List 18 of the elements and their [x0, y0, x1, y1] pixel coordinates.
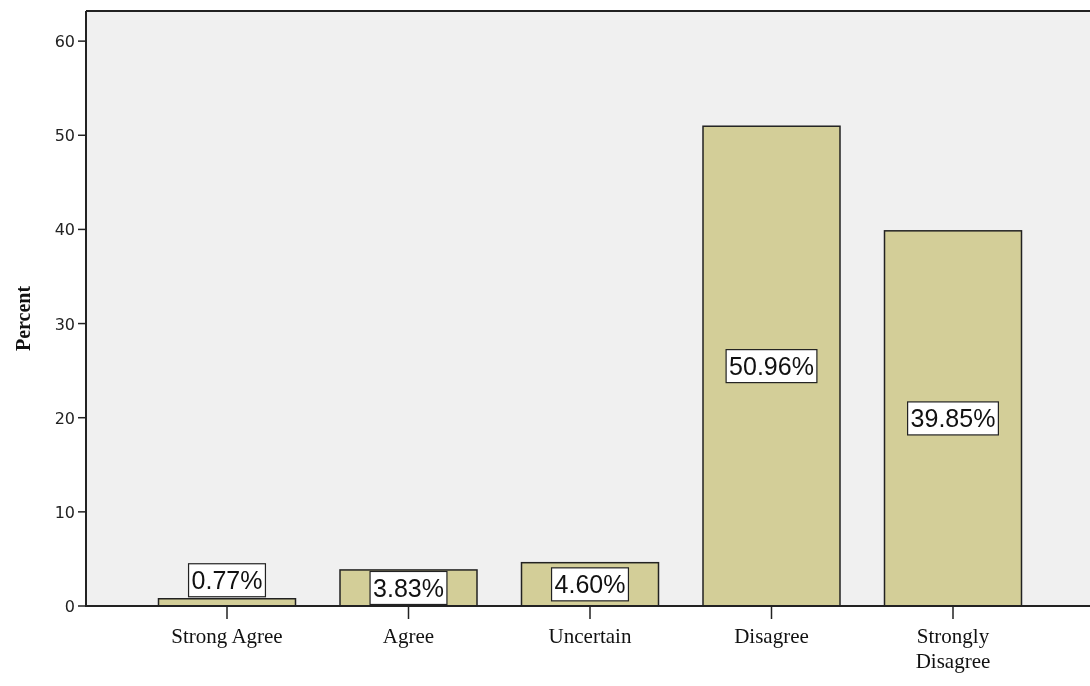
y-axis-title: Percent — [12, 285, 34, 352]
y-tick-label: 10 — [54, 502, 75, 522]
data-label: 0.77% — [191, 566, 263, 595]
data-label: 3.83% — [373, 573, 444, 602]
y-tick-label: 40 — [54, 220, 75, 240]
x-tick-label: Strong Agree — [171, 624, 283, 648]
x-tick-label: Agree — [382, 624, 435, 648]
x-tick-label: Uncertain — [548, 624, 632, 648]
y-tick-label: 30 — [54, 314, 75, 334]
x-tick-label: Strongly Disagree — [915, 624, 991, 673]
y-tick-label: 0 — [64, 597, 75, 616]
x-tick-label: Disagree — [734, 624, 809, 648]
data-label: 50.96% — [729, 352, 814, 381]
y-tick-label: 60 — [54, 32, 75, 52]
data-label: 4.60% — [554, 570, 626, 599]
y-tick-label: 50 — [54, 126, 75, 146]
y-tick-label: 20 — [54, 408, 75, 428]
data-label: 39.85% — [910, 404, 996, 433]
